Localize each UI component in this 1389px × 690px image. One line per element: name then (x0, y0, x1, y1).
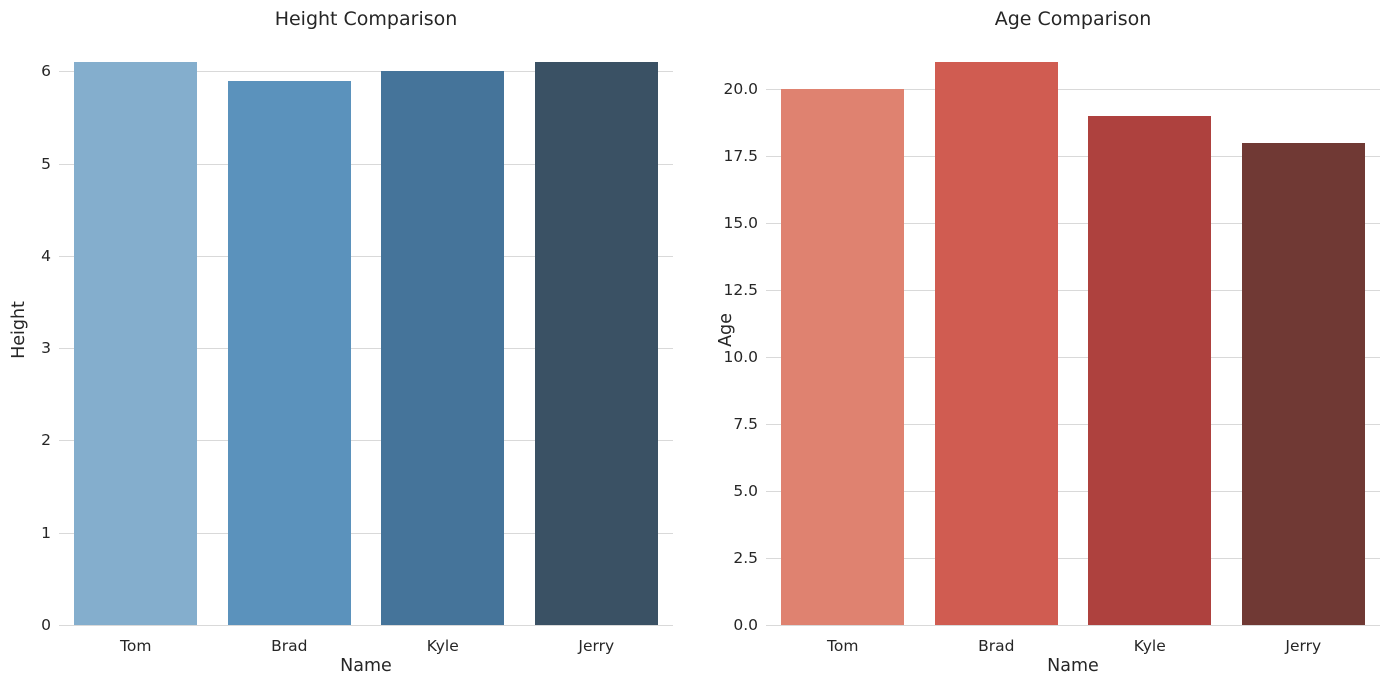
y-tick-label: 5.0 (733, 481, 758, 500)
grid-line (766, 423, 1380, 425)
bar-brad (934, 62, 1058, 625)
grid-line (59, 440, 673, 442)
bar-brad (227, 80, 351, 625)
y-tick-label: 1 (41, 523, 51, 542)
grid-line (766, 155, 1380, 157)
bar-tom (781, 88, 905, 625)
y-tick-label: 0 (41, 616, 51, 634)
grid-line (766, 625, 1380, 626)
plot-area (766, 34, 1380, 626)
chart-title: Age Comparison (994, 8, 1152, 30)
x-tick-label: Tom (827, 637, 859, 655)
age-comparison-chart: Age Comparison Age Name 0.0 2.5 5.0 7.5 10.0… (694, 0, 1389, 690)
x-tick-label: Kyle (426, 637, 459, 655)
bar-jerry (534, 62, 658, 625)
y-tick-label: 20.0 (723, 79, 758, 98)
x-axis-label: Name (340, 656, 392, 676)
grid-line (59, 532, 673, 534)
grid-line (766, 356, 1380, 358)
x-tick-label: Kyle (1133, 637, 1166, 655)
y-tick-label: 3 (41, 339, 51, 358)
plot-area (59, 34, 673, 626)
height-comparison-chart: Height Comparison Height Name 0 1 2 3 4 5 6 Tom… (0, 0, 694, 690)
y-tick-label: 7.5 (733, 414, 758, 433)
x-tick-label: Brad (978, 637, 1015, 655)
y-axis-label: Age (716, 312, 736, 347)
chart-title: Height Comparison (274, 8, 458, 30)
grid-line (766, 289, 1380, 291)
y-tick-label: 17.5 (723, 146, 758, 165)
y-tick-label: 2 (41, 431, 51, 450)
x-tick-label: Brad (271, 637, 308, 655)
y-tick-label: 2.5 (733, 548, 758, 567)
grid-line (766, 557, 1380, 559)
y-tick-label: 10.0 (723, 347, 758, 366)
x-tick-label: Jerry (578, 637, 615, 655)
y-tick-label: 0.0 (733, 616, 758, 634)
grid-line (766, 88, 1380, 90)
bar-jerry (1241, 142, 1365, 625)
x-tick-label: Tom (120, 637, 152, 655)
y-tick-label: 15.0 (723, 213, 758, 232)
grid-line (59, 348, 673, 350)
x-tick-label: Jerry (1285, 637, 1322, 655)
bar-kyle (1088, 115, 1212, 625)
x-axis-label: Name (1047, 656, 1099, 676)
grid-line (766, 490, 1380, 492)
grid-line (59, 163, 673, 165)
bar-tom (74, 62, 198, 625)
bar-kyle (381, 71, 505, 625)
y-tick-label: 4 (41, 246, 51, 265)
y-tick-label: 5 (41, 154, 51, 173)
y-tick-label: 12.5 (723, 280, 758, 299)
grid-line (59, 625, 673, 626)
grid-line (766, 222, 1380, 224)
grid-line (59, 71, 673, 73)
grid-line (59, 255, 673, 257)
y-tick-label: 6 (41, 62, 51, 81)
